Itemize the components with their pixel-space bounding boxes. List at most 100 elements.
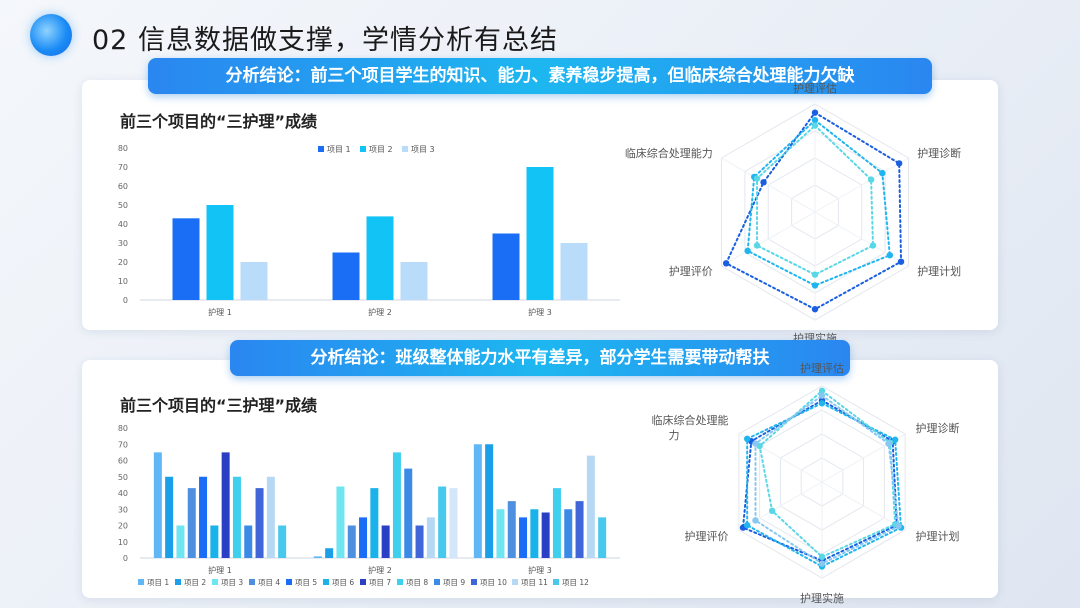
x-tick-label: 护理 3 (528, 565, 552, 575)
bar (165, 476, 174, 558)
bar (415, 525, 424, 558)
legend-swatch (471, 579, 477, 585)
y-tick-label: 20 (118, 258, 128, 267)
legend-label: 项目 8 (406, 578, 428, 587)
bar (176, 525, 185, 558)
bar (449, 488, 458, 558)
radar-axis-label: 临床综合处理能 (651, 413, 728, 427)
top-bar-chart: 0 10 20 30 40 50 60 70 80 护理 1 护理 2 护理 3 项目 1 项目 2 项目 … (118, 144, 620, 317)
top-conclusion-banner: 分析结论：前三个项目学生的知识、能力、素养稳步提高，但临床综合处理能力欠缺 (148, 58, 932, 94)
y-tick-label: 80 (118, 424, 128, 433)
radar-spoke (721, 211, 816, 267)
radar-point (818, 387, 826, 394)
bar (366, 216, 394, 300)
bar (347, 525, 356, 558)
legend-swatch (397, 579, 403, 585)
radar-point (818, 560, 826, 567)
bar (400, 262, 428, 300)
y-tick-label: 50 (118, 201, 128, 210)
legend-label: 项目 2 (184, 578, 206, 587)
bar (485, 444, 494, 558)
x-tick-label: 护理 3 (528, 307, 552, 317)
legend-swatch (175, 579, 181, 585)
legend-swatch (512, 579, 518, 585)
y-tick-label: 70 (118, 163, 128, 172)
bar (473, 444, 482, 558)
radar-axis-label: 临床综合处理能力 (625, 146, 713, 160)
bar (221, 452, 230, 558)
radar-point (743, 435, 751, 442)
x-tick-label: 护理 2 (368, 565, 392, 575)
legend-label: 项目 3 (411, 145, 435, 154)
legend-swatch (286, 579, 292, 585)
bar (199, 476, 208, 558)
radar-axis-label: 力 (668, 429, 679, 442)
bar (575, 501, 584, 558)
y-tick-label: 80 (118, 144, 128, 153)
radar-point (867, 176, 875, 183)
bar (404, 468, 413, 558)
y-tick-label: 30 (118, 239, 128, 248)
y-tick-label: 10 (118, 277, 128, 286)
radar-point (818, 392, 826, 399)
bar (519, 517, 528, 558)
y-tick-label: 50 (118, 473, 128, 482)
legend-swatch (360, 146, 366, 152)
legend-swatch (138, 579, 144, 585)
bar (332, 252, 360, 300)
legend-label: 项目 5 (295, 578, 317, 587)
legend-label: 项目 12 (562, 578, 589, 587)
bar (598, 517, 607, 558)
bar (359, 517, 368, 558)
page-title: 02 信息数据做支撑，学情分析有总结 (92, 25, 558, 56)
legend-label: 项目 1 (327, 145, 351, 154)
radar-point (760, 179, 767, 186)
radar-axis-label: 护理诊断 (917, 146, 961, 160)
y-tick-label: 10 (118, 538, 128, 547)
radar-point (818, 400, 826, 407)
bar (370, 488, 379, 558)
radar-point (897, 258, 905, 265)
radar-point (722, 260, 730, 267)
legend-swatch (323, 579, 329, 585)
radar-axis-label: 护理计划 (916, 529, 960, 543)
legend-swatch (553, 579, 559, 585)
bar (210, 525, 219, 558)
bar (240, 262, 268, 300)
bar (586, 455, 595, 558)
radar-point (752, 517, 759, 524)
bar (560, 243, 588, 300)
bar (496, 509, 505, 558)
bar (438, 486, 447, 558)
bar (526, 167, 554, 300)
radar-axis-label: 护理评估 (793, 81, 837, 95)
bar (336, 486, 345, 558)
y-tick-label: 70 (118, 440, 128, 449)
radar-point (811, 109, 819, 116)
x-tick-label: 护理 2 (368, 307, 392, 317)
radar-spoke (821, 481, 906, 531)
legend-label: 项目 2 (369, 145, 393, 154)
y-tick-label: 30 (118, 505, 128, 514)
bar (492, 233, 520, 300)
bottom-chart-title: 前三个项目的“三护理”成绩 (120, 396, 318, 415)
y-tick-label: 20 (118, 522, 128, 531)
radar-point (744, 247, 751, 255)
radar-point (879, 169, 886, 177)
legend-label: 项目 3 (221, 578, 243, 587)
radar-point (811, 306, 819, 313)
radar-spoke (814, 211, 909, 267)
radar-spoke (814, 157, 909, 213)
radar-point (753, 242, 761, 249)
legend-label: 项目 4 (258, 578, 280, 587)
bottom-conclusion-banner: 分析结论：班级整体能力水平有差异，部分学生需要带动帮扶 (230, 340, 850, 376)
bar (266, 476, 275, 558)
y-tick-label: 0 (123, 296, 128, 305)
bar (255, 488, 264, 558)
legend-label: 项目 11 (521, 578, 548, 587)
radar-point (891, 436, 899, 443)
radar-series-line (746, 402, 903, 568)
radar-point (895, 160, 903, 167)
radar-point (753, 175, 761, 182)
